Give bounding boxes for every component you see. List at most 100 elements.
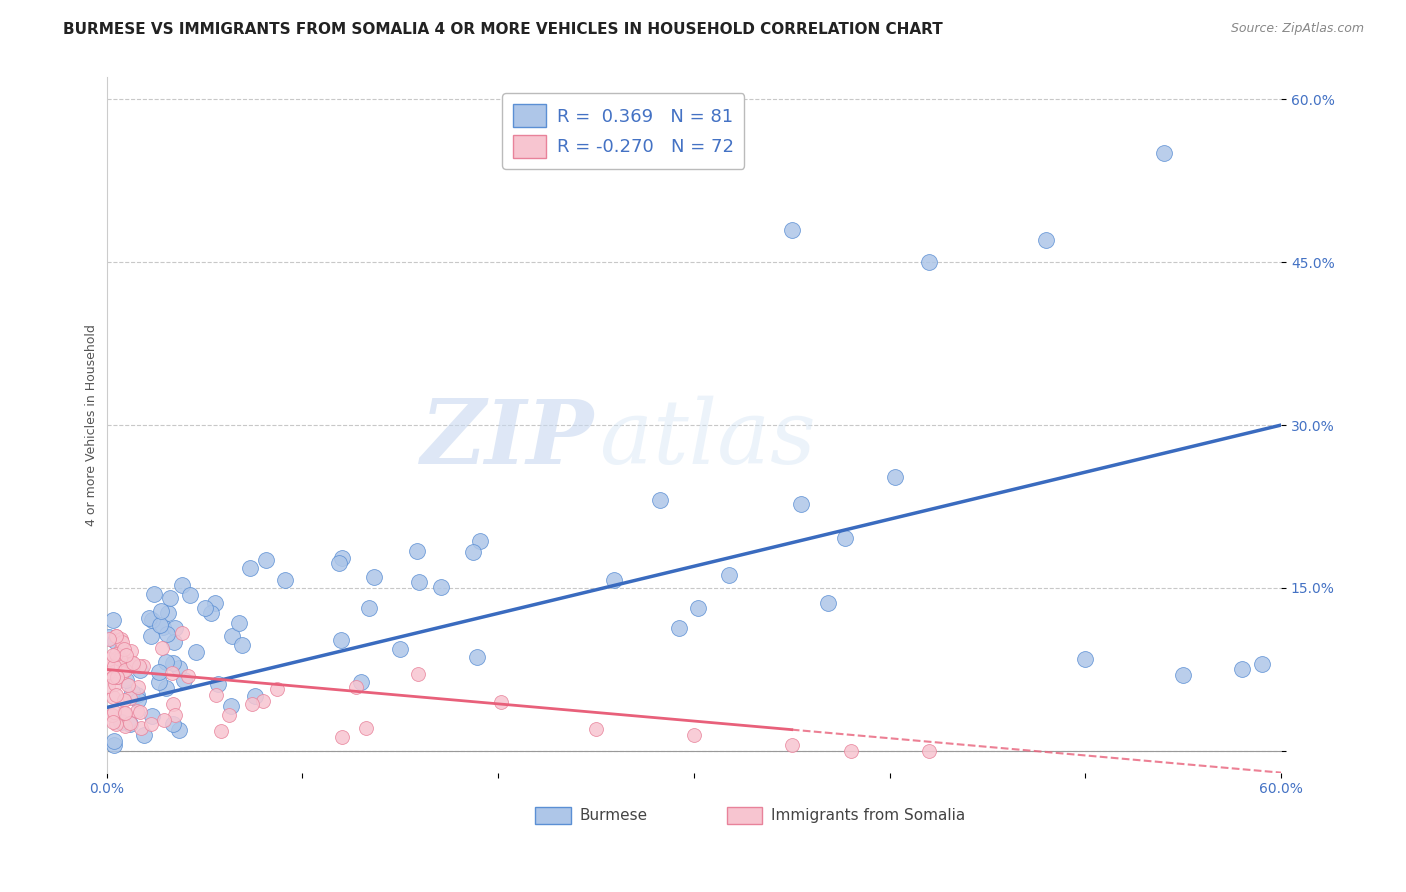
Point — [200, 606, 222, 620]
Point — [252, 694, 274, 708]
Point — [688, 600, 710, 615]
Point — [585, 722, 607, 736]
Point — [114, 642, 136, 657]
Point — [602, 573, 624, 587]
Point — [112, 706, 135, 720]
Point — [131, 721, 153, 735]
Point — [219, 698, 242, 713]
Point — [209, 724, 232, 739]
Point — [207, 677, 229, 691]
Point — [157, 606, 180, 620]
Point — [103, 705, 125, 719]
Point — [239, 561, 262, 575]
Point — [120, 690, 142, 705]
Point — [156, 627, 179, 641]
Point — [165, 707, 187, 722]
Point — [98, 632, 121, 646]
Text: Burmese: Burmese — [579, 808, 648, 823]
Point — [330, 633, 353, 648]
Point — [129, 663, 152, 677]
Point — [128, 658, 150, 673]
Point — [162, 665, 184, 680]
Point — [110, 632, 132, 646]
Point — [354, 721, 377, 735]
Text: Source: ZipAtlas.com: Source: ZipAtlas.com — [1230, 22, 1364, 36]
Point — [121, 656, 143, 670]
Point — [668, 621, 690, 635]
Point — [780, 222, 803, 236]
Point — [105, 647, 128, 661]
Point — [114, 719, 136, 733]
Point — [205, 688, 228, 702]
Point — [105, 629, 128, 643]
Point — [344, 681, 367, 695]
Point — [150, 640, 173, 655]
Text: atlas: atlas — [600, 395, 815, 483]
Point — [1250, 657, 1272, 671]
Point — [104, 677, 127, 691]
Point — [350, 674, 373, 689]
Point — [103, 613, 125, 627]
Point — [97, 666, 120, 681]
Point — [108, 651, 131, 665]
Point — [204, 596, 226, 610]
Point — [463, 545, 485, 559]
Legend: R =  0.369   N = 81, R = -0.270   N = 72: R = 0.369 N = 81, R = -0.270 N = 72 — [502, 94, 744, 169]
Point — [1173, 668, 1195, 682]
Point — [104, 688, 127, 702]
Point — [274, 573, 297, 587]
Point — [173, 673, 195, 687]
Point — [115, 673, 138, 688]
Point — [470, 534, 492, 549]
Point — [162, 717, 184, 731]
Point — [170, 626, 193, 640]
Point — [128, 705, 150, 719]
Point — [430, 580, 453, 594]
Point — [150, 604, 173, 618]
Point — [465, 650, 488, 665]
Point — [780, 739, 803, 753]
Point — [817, 596, 839, 610]
Point — [330, 550, 353, 565]
Point — [194, 601, 217, 615]
Point — [120, 656, 142, 670]
Point — [120, 644, 142, 658]
Point — [330, 730, 353, 744]
Point — [103, 670, 125, 684]
Point — [167, 723, 190, 737]
Point — [110, 714, 132, 729]
Point — [132, 727, 155, 741]
Point — [112, 693, 135, 707]
Point — [141, 613, 163, 627]
Point — [1153, 146, 1175, 161]
Point — [115, 648, 138, 663]
Point — [155, 681, 177, 695]
Point — [114, 706, 136, 720]
Point — [1230, 663, 1253, 677]
Point — [159, 591, 181, 606]
Point — [408, 574, 430, 589]
Point — [103, 714, 125, 729]
Point — [167, 661, 190, 675]
Point — [148, 675, 170, 690]
Point — [98, 651, 121, 665]
Point — [103, 659, 125, 673]
Point — [105, 651, 128, 665]
Point — [104, 634, 127, 648]
Point — [149, 618, 172, 632]
Point — [240, 697, 263, 711]
Point — [127, 704, 149, 718]
Point — [105, 670, 128, 684]
Text: BURMESE VS IMMIGRANTS FROM SOMALIA 4 OR MORE VEHICLES IN HOUSEHOLD CORRELATION C: BURMESE VS IMMIGRANTS FROM SOMALIA 4 OR … — [63, 22, 943, 37]
Point — [141, 709, 163, 723]
Point — [138, 611, 160, 625]
Point — [357, 600, 380, 615]
Point — [105, 629, 128, 643]
Text: ZIP: ZIP — [420, 396, 595, 483]
Point — [883, 470, 905, 484]
Point — [127, 681, 149, 695]
Point — [103, 734, 125, 748]
Point — [117, 678, 139, 692]
Point — [172, 577, 194, 591]
Point — [243, 689, 266, 703]
